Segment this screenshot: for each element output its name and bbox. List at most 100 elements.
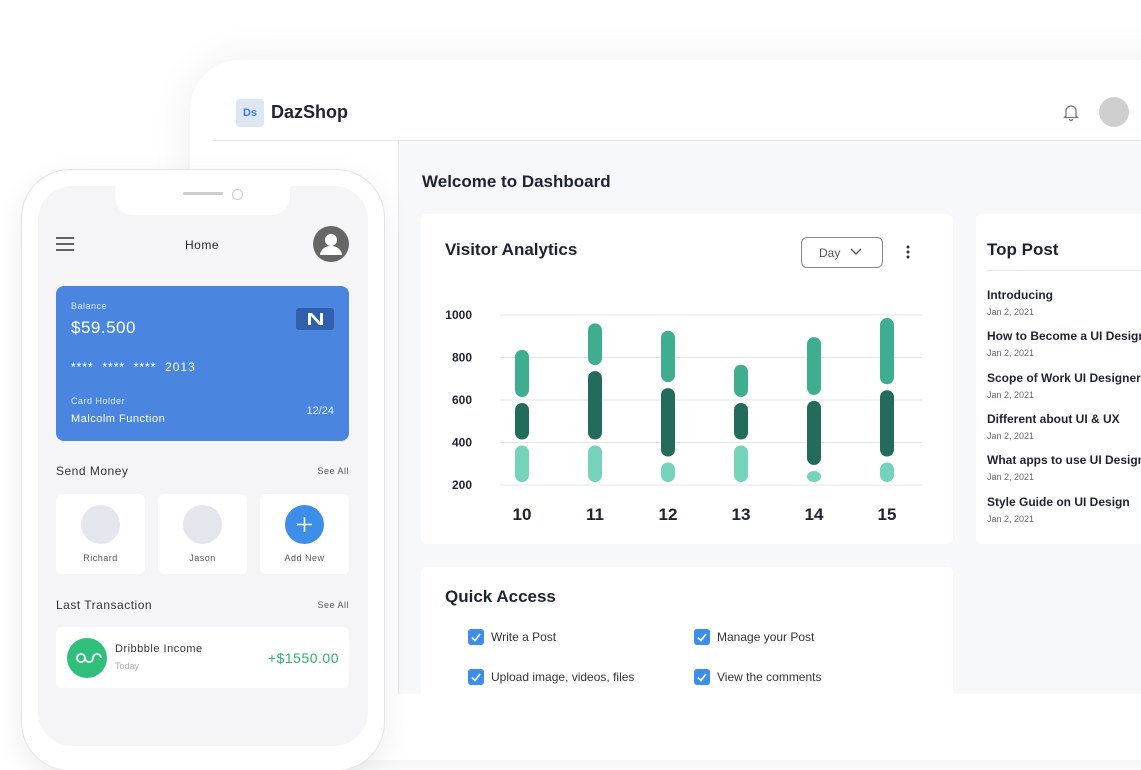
x-tick-label: 10 [513,505,532,524]
bell-icon[interactable] [1063,104,1079,121]
post-date: Jan 2, 2021 [987,472,1035,483]
x-tick-label: 11 [586,505,604,524]
notch [115,186,290,215]
speaker [183,192,223,195]
last-transaction-title: Last Transaction [56,598,153,612]
bar-segment [734,364,748,397]
post-date: Jan 2, 2021 [987,348,1035,359]
transaction[interactable]: Dribbble Income Today +$1550.00 [56,627,349,688]
checkbox[interactable] [694,629,710,645]
post-date: Jan 2, 2021 [987,513,1035,524]
camera [232,189,243,200]
bar-segment [807,337,821,395]
bar-segment [880,390,894,457]
chart-title: Visitor Analytics [445,240,578,259]
quick-access-item: Write a Post [491,630,557,644]
bar-segment [588,323,602,366]
top-post-title: Top Post [987,240,1059,259]
bar-segment [588,371,602,440]
phone-title: Home [185,238,220,252]
contact-name: Jason [189,553,216,563]
transaction-name: Dribbble Income [115,643,203,655]
card-logo [296,308,334,330]
bar-segment [880,462,894,482]
sidebar-divider [398,141,399,694]
avatar[interactable] [1099,97,1129,127]
top-post-card: Top Post Introducing Jan 2, 2021 How to Be… [976,214,1141,544]
quick-access-item: View the comments [717,670,822,684]
balance-label: Balance [71,301,108,311]
chart: 200 400 600 800 1000 10 11 12 13 14 15 [445,308,922,524]
bar-segment [734,445,748,482]
y-tick-label: 600 [452,393,472,407]
post-title[interactable]: Introducing [987,288,1053,302]
transaction-date: Today [115,661,140,671]
see-all[interactable]: See All [317,466,349,476]
checkbox[interactable] [694,669,710,685]
period-label: Day [819,246,841,260]
x-tick-label: 13 [732,505,751,524]
welcome-title: Welcome to Dashboard [422,172,611,191]
quick-access-item: Manage your Post [717,630,815,644]
contact[interactable]: Jason [158,494,247,574]
expiry: 12/24 [306,405,334,417]
brand[interactable]: DazShop [271,102,349,122]
contact-avatar [81,505,120,544]
send-money-title: Send Money [56,464,129,478]
holder-label: Card Holder [71,396,126,406]
bar-segment [807,400,821,465]
bar-segment [588,445,602,482]
profile-icon[interactable] [313,226,349,262]
bar-segment [661,388,675,457]
add-contact[interactable]: Add New [260,494,349,574]
post-date: Jan 2, 2021 [987,389,1035,400]
post-title[interactable]: Scope of Work UI Designer [987,370,1141,385]
analytics-card: Visitor Analytics Day 200 400 600 800 1000 10… [421,214,953,544]
y-tick-label: 400 [452,436,472,450]
contact-name: Richard [83,553,118,563]
post-title[interactable]: What apps to use UI Design [987,453,1141,468]
quick-access-title: Quick Access [445,587,556,606]
contact[interactable]: Richard [56,494,145,574]
menu-icon[interactable] [56,237,74,251]
bar-segment [661,330,675,383]
contact-name: Add New [284,553,325,563]
x-tick-label: 15 [878,505,897,524]
bar-segment [515,403,529,440]
holder: Malcolm Function [71,413,166,425]
chevron [850,248,862,255]
dribbble-icon [67,638,107,678]
divider [987,270,1141,271]
bar-segment [734,403,748,440]
period-dropdown[interactable]: Day [801,237,883,268]
checkbox[interactable] [468,629,484,645]
post-title[interactable]: Style Guide on UI Design [987,494,1130,509]
logo[interactable]: Ds [236,99,264,127]
x-tick-label: 12 [659,505,678,524]
y-tick-label: 1000 [445,308,472,322]
balance-card[interactable]: Balance $59.500 **** **** **** 2013 Card… [56,286,349,441]
bar-segment [880,318,894,385]
contact-avatar [183,505,222,544]
post-date: Jan 2, 2021 [987,307,1035,317]
bar-segment [515,349,529,397]
bar-segment [807,471,821,482]
see-all[interactable]: See All [317,600,349,610]
x-tick-label: 14 [805,505,824,524]
bar-segment [661,462,675,482]
post-title[interactable]: How to Become a UI Designer [987,329,1141,344]
post-date: Jan 2, 2021 [987,430,1035,441]
quick-access-item: Upload image, videos, files [491,670,635,684]
card-number: **** **** **** 2013 [71,360,196,374]
plus-icon [285,505,324,544]
bar-segment [515,445,529,482]
balance: $59.500 [71,318,136,337]
page: Ds DazShop Welcome to Dashboard Visitor … [56,97,1141,694]
quick-access-card: Quick Access Write a Post Manage your Pos… [421,567,953,707]
y-tick-label: 200 [452,478,472,492]
transaction-amount: +$1550.00 [267,650,339,666]
y-tick-label: 800 [452,351,472,365]
post-title[interactable]: Different about UI & UX [987,411,1120,426]
checkbox[interactable] [468,669,484,685]
more-icon[interactable] [905,244,911,260]
